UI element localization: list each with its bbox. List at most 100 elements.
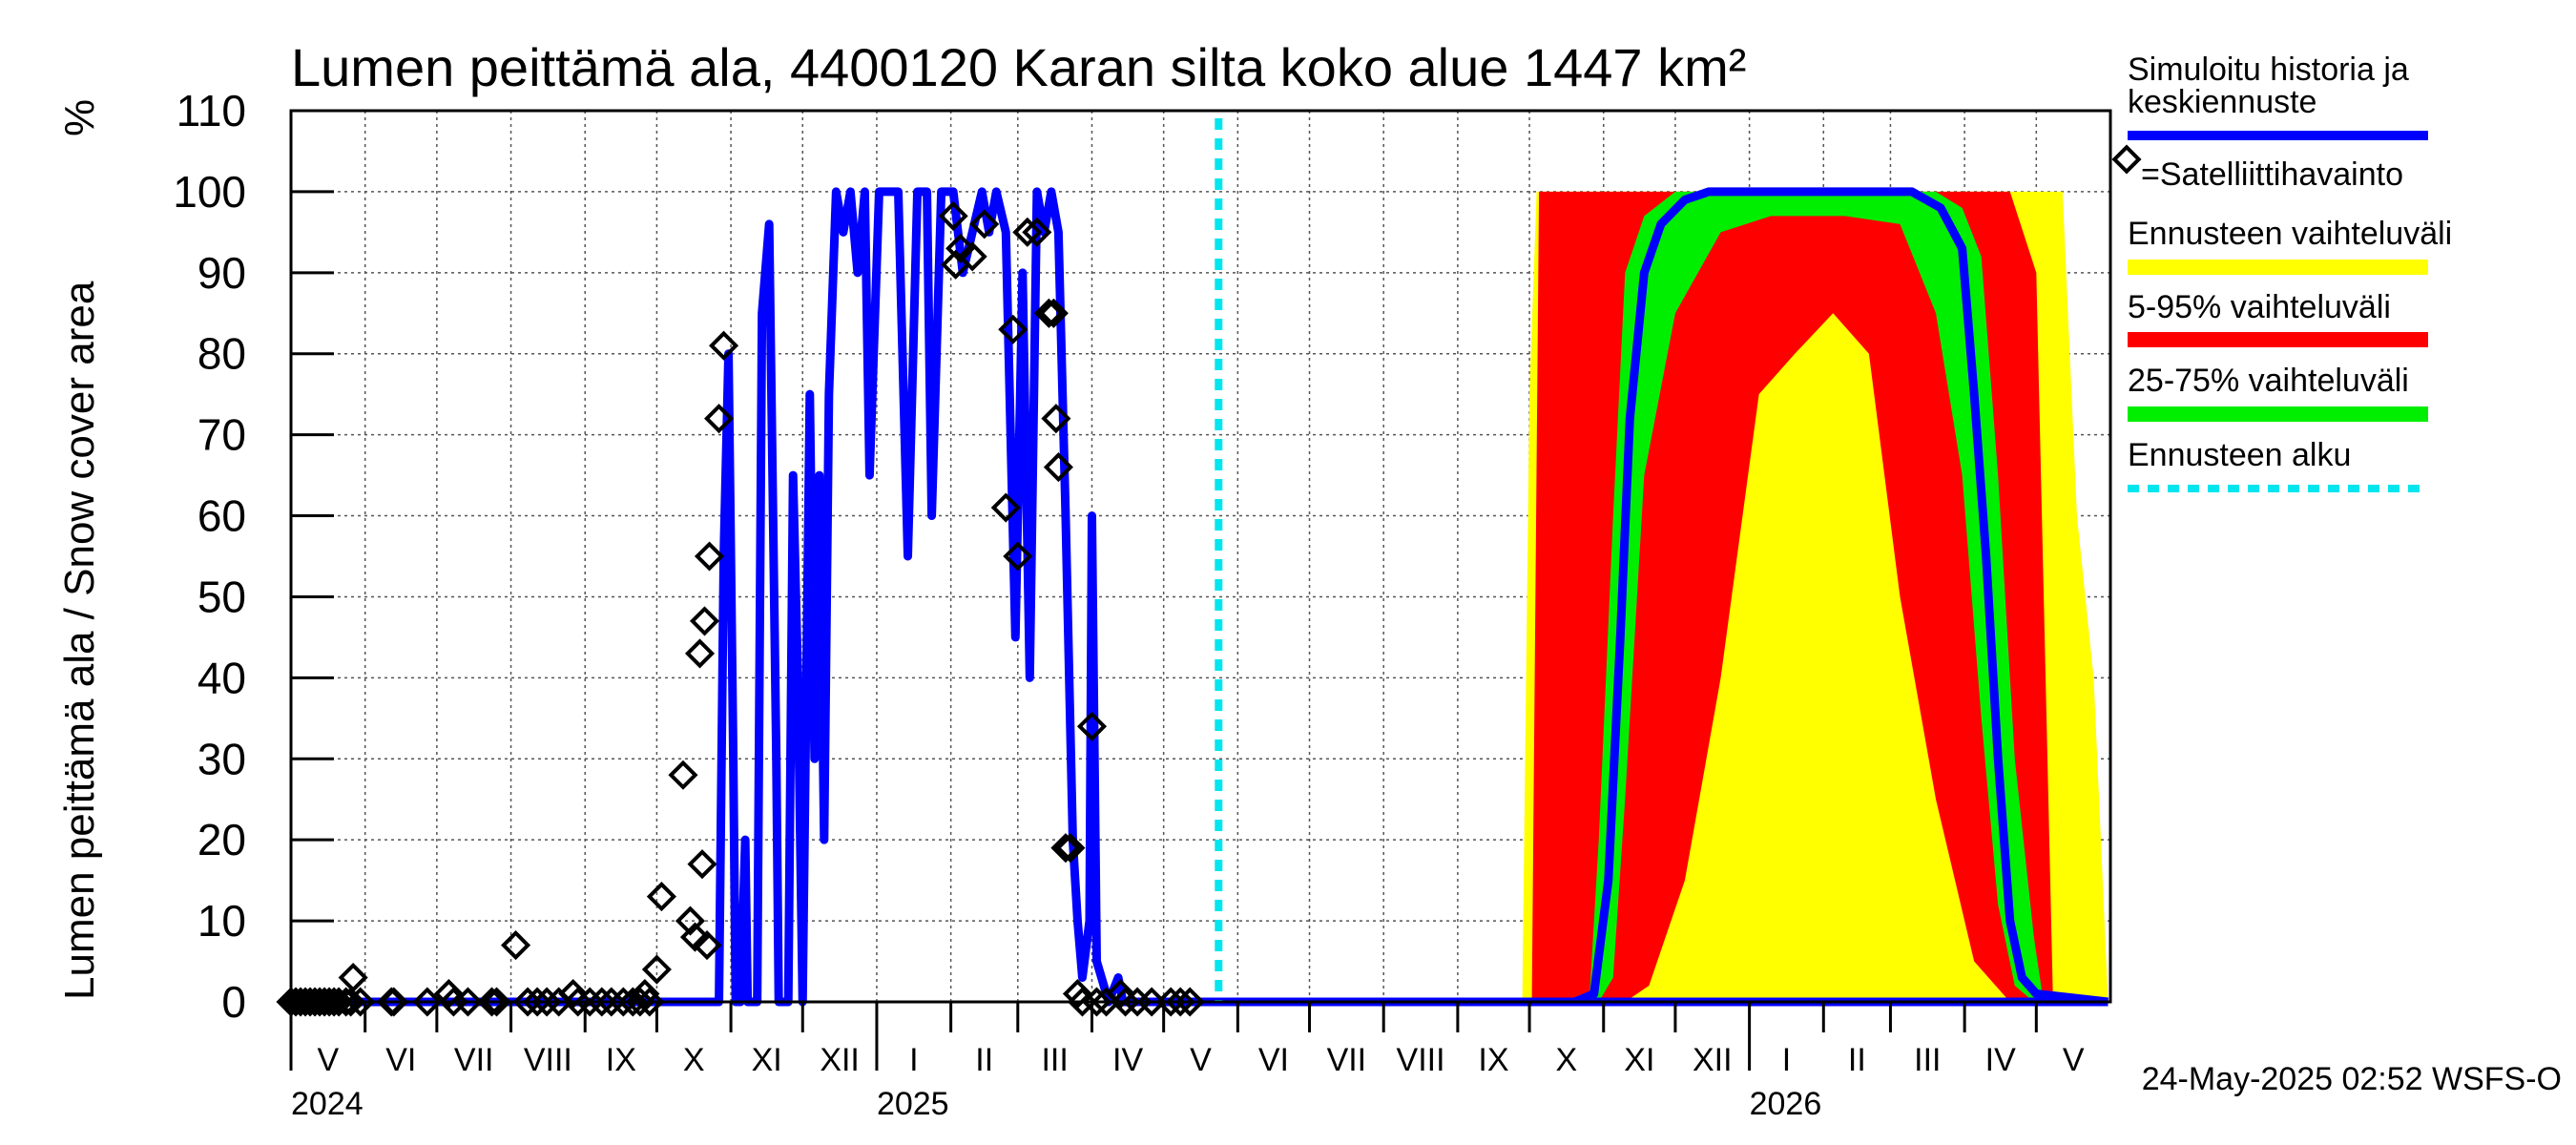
y-tick-label: 70 [197, 410, 246, 460]
y-tick-label: 0 [221, 977, 246, 1027]
forecast-bands [1522, 191, 2109, 1003]
y-axis-unit: % [56, 99, 103, 136]
y-tick-label: 100 [173, 167, 246, 217]
satellite-point [412, 987, 443, 1017]
x-month-label: VIII [1397, 1042, 1445, 1078]
satellite-point [481, 987, 512, 1017]
x-month-label: XI [1624, 1042, 1654, 1078]
y-tick-label: 40 [197, 653, 246, 702]
satellite-point [689, 606, 720, 636]
satellite-point [641, 954, 672, 985]
y-tick-label: 90 [197, 248, 246, 298]
y-tick-label: 10 [197, 896, 246, 946]
satellite-point [945, 233, 976, 263]
x-month-label: III [1914, 1042, 1941, 1078]
satellite-markers [276, 200, 1205, 1017]
legend-history-label-2: keskiennuste [2128, 84, 2316, 120]
legend-band25-label: 25-75% vaihteluväli [2128, 363, 2409, 399]
x-month-label: IX [1478, 1042, 1508, 1078]
x-month-label: IV [1985, 1042, 2016, 1078]
x-month-label: XII [1693, 1042, 1733, 1078]
x-month-label: VIII [524, 1042, 572, 1078]
x-month-label: X [683, 1042, 705, 1078]
y-tick-label: 30 [197, 734, 246, 783]
x-month-label: II [975, 1042, 993, 1078]
x-month-label: VI [1258, 1042, 1289, 1078]
y-tick-label: 110 [177, 86, 246, 135]
satellite-point [1022, 217, 1052, 247]
x-month-label: X [1556, 1042, 1578, 1078]
satellite-point [969, 209, 1000, 239]
satellite-point [1003, 541, 1033, 572]
chart-title: Lumen peittämä ala, 4400120 Karan silta … [291, 37, 1746, 97]
satellite-point [694, 541, 725, 572]
satellite-point [646, 882, 676, 912]
satellite-point [379, 987, 409, 1017]
x-month-label: VII [454, 1042, 494, 1078]
satellite-point [1136, 987, 1167, 1017]
x-month-label: V [317, 1042, 339, 1078]
median-forecast-line [1218, 187, 2109, 1007]
satellite-point [1055, 833, 1086, 864]
legend-forecast-label: Ennusteen alku [2128, 437, 2351, 473]
y-tick-label: 60 [197, 491, 246, 541]
satellite-point [687, 849, 717, 880]
satellite-point [1033, 298, 1064, 328]
legend-band5-label: 5-95% vaihteluväli [2128, 289, 2391, 325]
band-5-95-area [1531, 191, 2053, 1003]
satellite-point [679, 922, 711, 952]
simulated-history-line [291, 187, 2109, 1007]
x-month-label: XII [820, 1042, 860, 1078]
legend-history-label-1: Simuloitu historia ja [2128, 52, 2409, 88]
series-lines [291, 118, 2109, 1007]
y-axis-ticks: 0 10 20 30 40 50 60 70 80 90 100 110 [173, 86, 334, 1027]
y-tick-label: 80 [197, 329, 246, 379]
y-tick-label: 20 [197, 815, 246, 864]
satellite-point [338, 962, 368, 993]
satellite-point [1043, 452, 1073, 483]
satellite-point [709, 330, 739, 361]
satellite-point [704, 404, 735, 434]
footer-timestamp: 24-May-2025 02:52 WSFS-O [2142, 1061, 2562, 1097]
satellite-point [1050, 833, 1081, 864]
y-axis-label: Lumen peittämä ala / Snow cover area [56, 281, 103, 1000]
legend-satellite-label: =Satelliittihavainto [2141, 156, 2403, 193]
satellite-point [500, 930, 531, 961]
x-month-label: IV [1112, 1042, 1143, 1078]
legend-total-label: Ennusteen vaihteluväli [2128, 216, 2452, 252]
x-month-label: III [1041, 1042, 1068, 1078]
satellite-point [476, 987, 508, 1017]
satellite-point [1174, 987, 1205, 1017]
x-month-label: XI [752, 1042, 782, 1078]
satellite-point [1041, 404, 1071, 434]
x-month-label: VI [385, 1042, 416, 1078]
plot-border [289, 109, 2112, 1004]
satellite-point [938, 200, 968, 231]
band-25-75-area [1589, 191, 2044, 1003]
x-year-label: 2026 [1750, 1086, 1822, 1122]
satellite-point [684, 638, 716, 669]
x-month-label: V [2063, 1042, 2085, 1078]
y-tick-label: 50 [197, 572, 246, 621]
legend-satellite-marker [2111, 144, 2142, 175]
satellite-point [957, 241, 987, 272]
x-month-label: I [1782, 1042, 1791, 1078]
x-month-label: V [1190, 1042, 1212, 1078]
x-year-label: 2024 [291, 1086, 364, 1122]
satellite-point [692, 930, 722, 961]
x-month-label: VII [1327, 1042, 1367, 1078]
satellite-point [617, 987, 648, 1017]
x-month-label: IX [606, 1042, 636, 1078]
satellite-point [1038, 298, 1069, 328]
x-month-label: I [909, 1042, 918, 1078]
x-axis: V VI VII VIII IX X XI XII I II III IV V VI VII VIII IX X X… [289, 1002, 2085, 1122]
legend: Simuloitu historia ja keskiennuste =Sate… [2111, 52, 2452, 492]
satellite-point [668, 760, 698, 790]
satellite-point [998, 314, 1028, 344]
x-year-label: 2025 [877, 1086, 949, 1122]
satellite-point [990, 492, 1021, 523]
plot-area [276, 109, 2112, 1017]
x-month-label: II [1848, 1042, 1866, 1078]
satellite-point [1076, 711, 1108, 741]
